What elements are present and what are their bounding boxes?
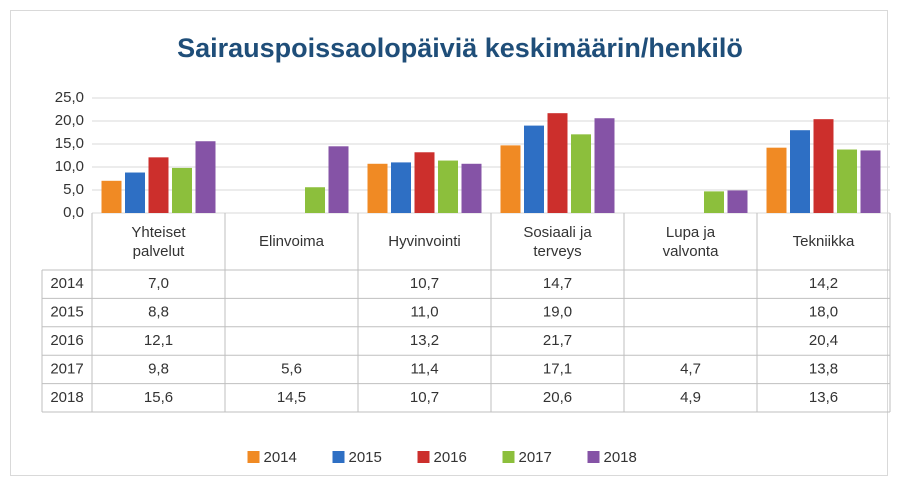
chart-border — [10, 10, 888, 476]
table-value: 14,2 — [809, 275, 838, 292]
bar — [438, 160, 458, 213]
row-label: 2017 — [50, 360, 83, 377]
bar — [391, 162, 411, 213]
legend-swatch — [332, 451, 345, 463]
bar — [101, 180, 122, 213]
bar — [571, 134, 591, 213]
table-value: 7,0 — [148, 275, 169, 292]
table-value: 18,0 — [809, 304, 838, 321]
y-tick-label: 15,0 — [55, 135, 84, 152]
bar — [766, 147, 787, 213]
category-cell: Sosiaali ja terveys — [523, 223, 592, 260]
x-tick-label: Tekniikka — [792, 233, 855, 250]
y-tick-label: 5,0 — [63, 181, 84, 198]
legend-label: 2017 — [519, 449, 552, 466]
table-value: 20,6 — [543, 389, 572, 406]
table-value: 19,0 — [543, 304, 572, 321]
bar — [790, 130, 810, 213]
bar — [524, 125, 544, 213]
table-value: 13,8 — [809, 360, 838, 377]
table-value: 20,4 — [809, 332, 838, 349]
table-value: 14,5 — [277, 389, 306, 406]
category-cell: Elinvoima — [258, 233, 325, 250]
bar — [367, 163, 388, 213]
y-tick-label: 10,0 — [55, 158, 84, 175]
chart-title: Sairauspoissaolopäiviä keskimäärin/henki… — [177, 33, 743, 63]
legend-label: 2015 — [349, 449, 382, 466]
bar — [414, 152, 435, 213]
y-tick-label: 0,0 — [63, 204, 84, 221]
bar — [195, 141, 216, 213]
x-tick-label: Yhteiset palvelut — [131, 223, 186, 260]
bar — [148, 157, 169, 213]
table-value: 12,1 — [144, 332, 173, 349]
bar — [500, 145, 521, 213]
category-cell: Yhteiset palvelut — [131, 223, 186, 260]
row-label: 2015 — [50, 304, 83, 321]
legend-swatch — [417, 451, 430, 463]
legend-label: 2016 — [434, 449, 467, 466]
bar — [837, 149, 857, 213]
legend-swatch — [587, 451, 600, 463]
bar — [328, 146, 349, 213]
legend-swatch — [247, 451, 260, 463]
table-value: 10,7 — [410, 275, 439, 292]
category-cell: Lupa ja valvonta — [662, 223, 719, 260]
bar — [727, 190, 748, 213]
table-value: 4,7 — [680, 360, 701, 377]
category-cell: Hyvinvointi — [388, 233, 461, 250]
table-value: 15,6 — [144, 389, 173, 406]
row-label: 2014 — [50, 275, 83, 292]
table-value: 13,2 — [410, 332, 439, 349]
category-cell: Tekniikka — [792, 233, 855, 250]
legend-label: 2014 — [264, 449, 297, 466]
table-value: 14,7 — [543, 275, 572, 292]
bar — [704, 191, 724, 213]
table-value: 10,7 — [410, 389, 439, 406]
table-value: 17,1 — [543, 360, 572, 377]
row-label: 2018 — [50, 389, 83, 406]
table-value: 9,8 — [148, 360, 169, 377]
y-tick-label: 20,0 — [55, 112, 84, 129]
y-tick-label: 25,0 — [55, 89, 84, 106]
x-tick-label: Sosiaali ja terveys — [523, 223, 592, 260]
bar — [547, 113, 568, 213]
table-value: 21,7 — [543, 332, 572, 349]
bar — [813, 119, 834, 213]
bar — [860, 150, 881, 213]
table-value: 13,6 — [809, 389, 838, 406]
bar — [461, 163, 482, 213]
bar — [305, 187, 325, 213]
x-tick-label: Hyvinvointi — [388, 233, 461, 250]
table-value: 8,8 — [148, 304, 169, 321]
table-value: 11,0 — [410, 304, 438, 321]
row-label: 2016 — [50, 332, 83, 349]
x-tick-label: Elinvoima — [258, 233, 325, 250]
bar — [125, 172, 145, 213]
legend-label: 2018 — [604, 449, 637, 466]
table-value: 11,4 — [410, 360, 438, 377]
x-tick-label: Lupa ja valvonta — [662, 223, 719, 260]
bar — [172, 167, 192, 213]
table-value: 5,6 — [281, 360, 302, 377]
legend-swatch — [502, 451, 515, 463]
bar — [594, 118, 615, 213]
table-value: 4,9 — [680, 389, 701, 406]
